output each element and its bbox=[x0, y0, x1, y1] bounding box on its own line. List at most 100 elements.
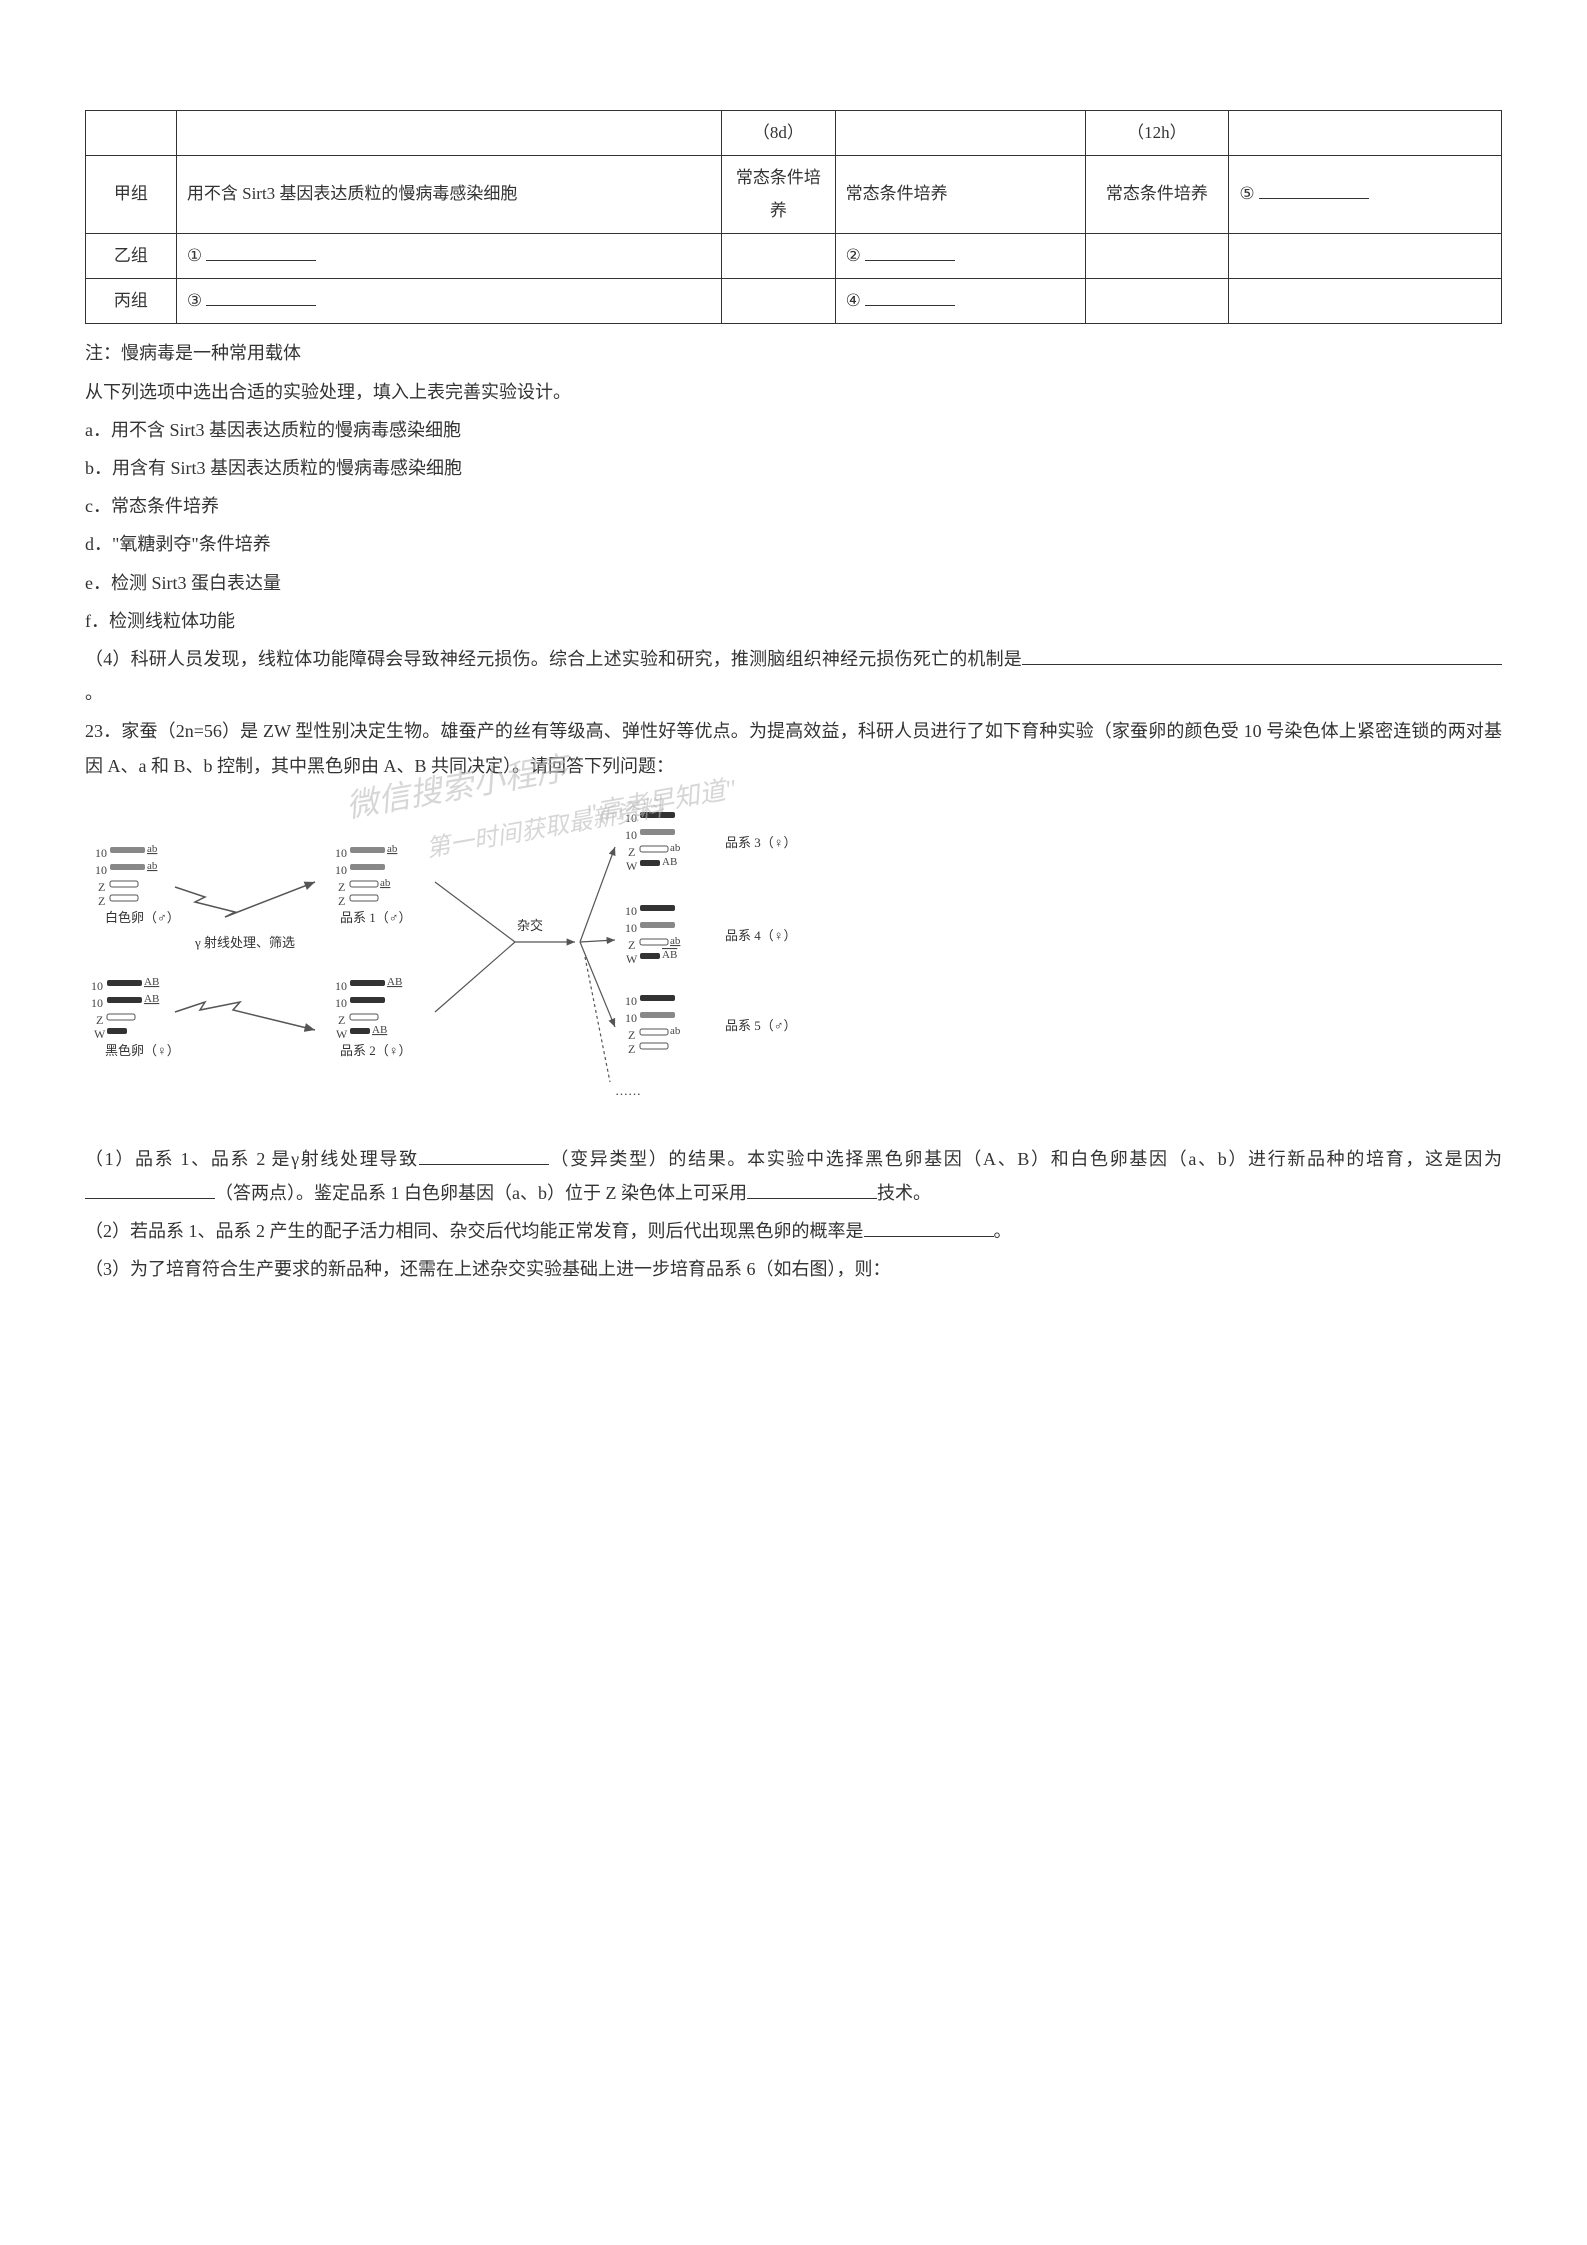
svg-text:10: 10 bbox=[625, 828, 637, 842]
circled-number: ⑤ bbox=[1239, 178, 1254, 210]
svg-text:Z: Z bbox=[628, 845, 635, 859]
duration-cell bbox=[1085, 233, 1229, 278]
svg-text:10: 10 bbox=[95, 863, 107, 877]
table-row: 乙组 ① ② bbox=[86, 233, 1502, 278]
svg-text:10: 10 bbox=[625, 904, 637, 918]
svg-text:W: W bbox=[336, 1027, 348, 1041]
question-23-sub3: （3）为了培育符合生产要求的新品种，还需在上述杂交实验基础上进一步培育品系 6（… bbox=[85, 1252, 1502, 1286]
condition-cell: ② bbox=[835, 233, 1085, 278]
svg-text:ab: ab bbox=[147, 843, 158, 855]
svg-text:品系 5（♂）: 品系 5（♂） bbox=[725, 1018, 797, 1033]
circled-number: ② bbox=[846, 240, 861, 272]
svg-text:10: 10 bbox=[335, 846, 347, 860]
svg-text:ab: ab bbox=[380, 877, 391, 889]
duration-cell: 常态条件培养 bbox=[722, 156, 836, 234]
condition-cell: 常态条件培养 bbox=[835, 156, 1085, 234]
svg-text:AB: AB bbox=[372, 1024, 387, 1036]
svg-text:品系 4（♀）: 品系 4（♀） bbox=[725, 928, 797, 943]
question-23-intro: 23．家蚕（2n=56）是 ZW 型性别决定生物。雄蚕产的丝有等级高、弹性好等优… bbox=[85, 714, 1502, 782]
svg-text:Z: Z bbox=[338, 894, 345, 908]
duration-cell: 常态条件培养 bbox=[1085, 156, 1229, 234]
header-cell bbox=[176, 111, 721, 156]
question-4: （4）科研人员发现，线粒体功能障碍会导致神经元损伤。综合上述实验和研究，推测脑组… bbox=[85, 642, 1502, 710]
fill-blank bbox=[419, 1147, 549, 1165]
circled-number: ① bbox=[187, 240, 202, 272]
svg-text:10: 10 bbox=[335, 863, 347, 877]
svg-text:10: 10 bbox=[95, 846, 107, 860]
svg-text:ab: ab bbox=[670, 935, 681, 947]
strain3-chr: 10 10 Z ab W AB 品系 3（♀） bbox=[625, 811, 797, 873]
white-egg-male-chr: 10 ab 10 ab Z Z 白色卵（♂） bbox=[95, 843, 180, 925]
fill-blank bbox=[1259, 181, 1369, 199]
svg-text:ab: ab bbox=[670, 842, 681, 854]
svg-text:10: 10 bbox=[91, 996, 103, 1010]
q4-suffix: 。 bbox=[85, 683, 103, 703]
fill-blank bbox=[206, 243, 316, 261]
fill-blank bbox=[865, 243, 955, 261]
option-a: a．用不含 Sirt3 基因表达质粒的慢病毒感染细胞 bbox=[85, 413, 1502, 447]
svg-text:Z: Z bbox=[628, 1028, 635, 1042]
svg-text:ab: ab bbox=[670, 1025, 681, 1037]
q23-2-p2: 。 bbox=[994, 1221, 1012, 1241]
svg-text:AB: AB bbox=[662, 949, 677, 961]
svg-text:Z: Z bbox=[338, 880, 345, 894]
svg-text:Z: Z bbox=[96, 1013, 103, 1027]
svg-text:10: 10 bbox=[625, 994, 637, 1008]
svg-text:品系 1（♂）: 品系 1（♂） bbox=[340, 910, 412, 925]
result-cell bbox=[1229, 233, 1502, 278]
svg-text:γ 射线处理、筛选: γ 射线处理、筛选 bbox=[194, 935, 295, 950]
strain5-chr: 10 10 Z ab Z 品系 5（♂） bbox=[625, 994, 797, 1056]
svg-text:10: 10 bbox=[625, 921, 637, 935]
svg-text:ab: ab bbox=[147, 860, 158, 872]
svg-text:10: 10 bbox=[335, 996, 347, 1010]
result-cell bbox=[1229, 279, 1502, 324]
svg-text:10: 10 bbox=[335, 979, 347, 993]
svg-text:AB: AB bbox=[387, 976, 402, 988]
duration-cell bbox=[722, 279, 836, 324]
breeding-svg: 10 ab 10 ab Z Z 白色卵（♂） 10 AB 10 AB Z W 黑… bbox=[85, 802, 905, 1112]
svg-text:AB: AB bbox=[144, 993, 159, 1005]
option-b: b．用含有 Sirt3 基因表达质粒的慢病毒感染细胞 bbox=[85, 451, 1502, 485]
fill-blank bbox=[85, 1181, 215, 1199]
experiment-table: （8d） （12h） 甲组 用不含 Sirt3 基因表达质粒的慢病毒感染细胞 常… bbox=[85, 110, 1502, 324]
fill-blank bbox=[864, 1219, 994, 1237]
svg-text:W: W bbox=[94, 1027, 106, 1041]
svg-text:10: 10 bbox=[625, 811, 637, 825]
svg-text:W: W bbox=[626, 952, 638, 966]
svg-text:黑色卵（♀）: 黑色卵（♀） bbox=[105, 1043, 180, 1058]
strain1-chr: 10 ab 10 Z ab Z 品系 1（♂） bbox=[335, 843, 412, 925]
note-text: 注：慢病毒是一种常用载体 bbox=[85, 336, 1502, 370]
breeding-diagram: 微信搜索小程序 "高考早知道" 第一时间获取最新资料 10 ab 10 ab Z… bbox=[85, 787, 1502, 1138]
svg-text:Z: Z bbox=[98, 894, 105, 908]
svg-text:Z: Z bbox=[98, 880, 105, 894]
svg-text:W: W bbox=[626, 859, 638, 873]
circled-number: ③ bbox=[187, 285, 202, 317]
fill-blank bbox=[206, 288, 316, 306]
svg-text:Z: Z bbox=[628, 1042, 635, 1056]
svg-text:白色卵（♂）: 白色卵（♂） bbox=[105, 910, 180, 925]
option-f: f．检测线粒体功能 bbox=[85, 604, 1502, 638]
table-row: 甲组 用不含 Sirt3 基因表达质粒的慢病毒感染细胞 常态条件培养 常态条件培… bbox=[86, 156, 1502, 234]
strain2-chr: 10 AB 10 Z W AB 品系 2（♀） bbox=[335, 976, 412, 1058]
q23-2-p1: （2）若品系 1、品系 2 产生的配子活力相同、杂交后代均能正常发育，则后代出现… bbox=[85, 1221, 864, 1241]
option-e: e．检测 Sirt3 蛋白表达量 bbox=[85, 566, 1502, 600]
svg-text:Z: Z bbox=[338, 1013, 345, 1027]
header-cell bbox=[86, 111, 177, 156]
fill-blank bbox=[1022, 647, 1502, 665]
svg-text:……: …… bbox=[615, 1083, 641, 1098]
fill-blank bbox=[865, 288, 955, 306]
duration-cell bbox=[722, 233, 836, 278]
svg-text:10: 10 bbox=[625, 1011, 637, 1025]
header-cell: （12h） bbox=[1085, 111, 1229, 156]
black-egg-female-chr: 10 AB 10 AB Z W 黑色卵（♀） bbox=[91, 976, 180, 1058]
strain4-chr: 10 10 Z ab W AB 品系 4（♀） bbox=[625, 904, 797, 966]
circled-number: ④ bbox=[846, 285, 861, 317]
svg-text:品系 3（♀）: 品系 3（♀） bbox=[725, 835, 797, 850]
svg-text:10: 10 bbox=[91, 979, 103, 993]
svg-text:AB: AB bbox=[662, 856, 677, 868]
group-cell: 乙组 bbox=[86, 233, 177, 278]
header-cell bbox=[835, 111, 1085, 156]
q23-1-p2: （变异类型）的结果。本实验中选择黑色卵基因（A、B）和白色卵基因（a、b）进行新… bbox=[549, 1149, 1502, 1169]
treatment-cell: ③ bbox=[176, 279, 721, 324]
question-23-sub1: （1）品系 1、品系 2 是γ射线处理导致（变异类型）的结果。本实验中选择黑色卵… bbox=[85, 1142, 1502, 1210]
